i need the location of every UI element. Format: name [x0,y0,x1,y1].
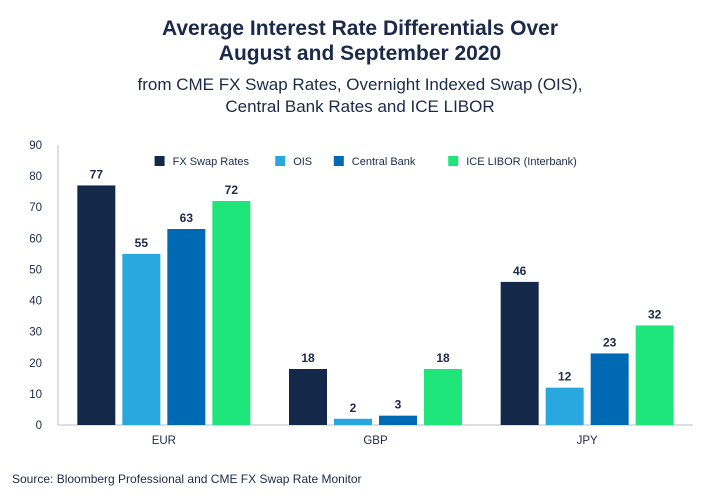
bar-eur-2 [122,253,161,425]
y-tick-label: 90 [29,140,42,152]
y-tick-label: 60 [29,233,42,245]
data-label: 32 [648,307,662,321]
x-tick-label: GBP [363,435,388,447]
data-label: 72 [225,183,239,197]
chart-title-line-2: August and September 2020 [218,42,502,65]
bar-eur-4 [212,201,251,425]
legend-label: ICE LIBOR (Interbank) [466,156,577,168]
bar-jpy-3 [590,353,629,425]
data-label: 12 [558,370,572,384]
source-note: Source: Bloomberg Professional and CME F… [12,472,362,486]
chart-title: Average Interest Rate Differentials Over… [0,16,720,66]
y-tick-label: 70 [29,202,42,214]
bar-eur-3 [167,229,206,425]
data-label: 77 [90,167,104,181]
bar-jpy-2 [545,387,584,425]
legend-label: OIS [293,156,312,168]
legend-swatch [333,156,344,166]
bar-gbp-1 [289,369,327,425]
data-label: 46 [513,264,527,278]
chart-subtitle-line-1: from CME FX Swap Rates, Overnight Indexe… [137,75,583,94]
y-tick-label: 30 [29,327,42,339]
y-tick-label: 40 [29,296,42,308]
data-label: 3 [395,398,402,412]
legend-swatch [275,156,286,166]
data-label: 18 [301,351,315,365]
data-label: 55 [135,236,149,250]
chart-subtitle-line-2: Central Bank Rates and ICE LIBOR [225,97,495,116]
x-tick-label: EUR [152,435,176,447]
legend-label: Central Bank [352,156,416,168]
chart-subtitle: from CME FX Swap Rates, Overnight Indexe… [0,74,720,118]
y-tick-label: 80 [29,171,42,183]
legend-label: FX Swap Rates [173,156,250,168]
y-tick-label: 0 [36,420,42,432]
bar-jpy-1 [500,281,539,425]
y-tick-label: 10 [29,389,42,401]
bar-gbp-3 [379,415,417,425]
bar-eur-1 [77,185,116,425]
y-tick-label: 20 [29,358,42,370]
legend-swatch [154,156,165,166]
data-label: 18 [436,351,450,365]
bar-jpy-4 [635,325,674,425]
data-label: 63 [180,211,194,225]
bar-gbp-4 [424,369,462,425]
data-label: 2 [350,401,357,415]
data-label: 23 [603,335,617,349]
bar-gbp-2 [334,418,372,425]
y-tick-label: 50 [29,264,42,276]
chart-title-line-1: Average Interest Rate Differentials Over [161,17,559,40]
x-tick-label: JPY [577,435,598,447]
legend-swatch [448,156,459,166]
